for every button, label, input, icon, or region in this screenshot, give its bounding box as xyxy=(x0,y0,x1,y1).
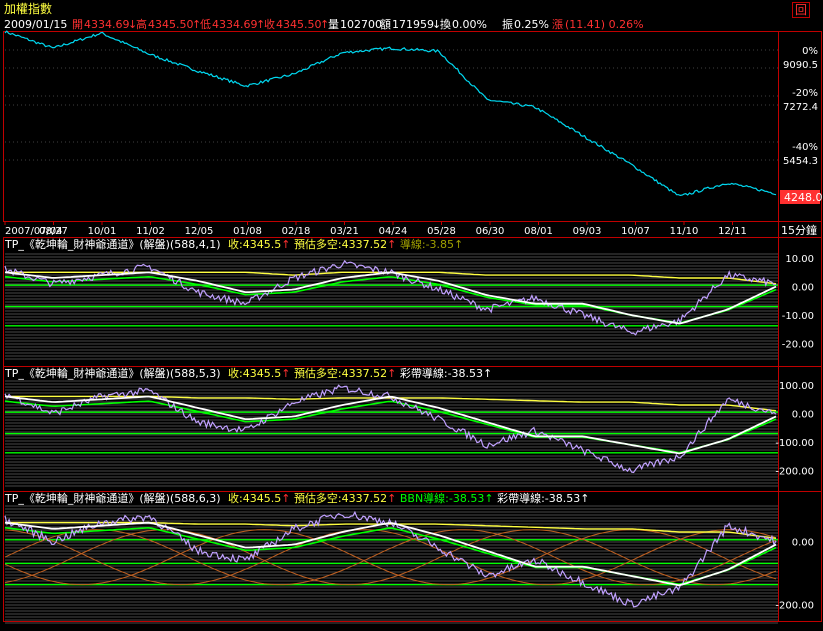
x-tick-label: 08/01 xyxy=(524,226,553,237)
white-series-line xyxy=(4,521,777,587)
indicator-y-tick-label: -10.00 xyxy=(782,311,814,322)
close-up-icon: ↑ xyxy=(320,18,329,31)
change-value: (11.41) 0.26% xyxy=(565,18,644,31)
open-label: 開 xyxy=(72,18,83,31)
purple-series-line xyxy=(4,510,777,608)
indicator-y-tick-label: 0.00 xyxy=(792,283,814,294)
high-label: 高 xyxy=(136,17,147,31)
white-series-line xyxy=(4,395,777,455)
amount-value: 171959 xyxy=(392,18,434,31)
x-tick-label: 05/28 xyxy=(427,226,456,237)
x-tick-label: 02/18 xyxy=(282,226,311,237)
quote-header: 2009/01/15 開 4334.69 ↓ 高 4345.50 ↑ 低 433… xyxy=(4,17,644,31)
volume-value: 102700 xyxy=(340,18,382,31)
x-tick-label: 08/27 xyxy=(39,226,68,237)
amplitude-value: 0.25% xyxy=(514,18,549,31)
indicator-panel-3: 0.00 -200.00 xyxy=(4,505,814,624)
volume-label: 量 xyxy=(328,18,339,31)
x-tick-label: 11/02 xyxy=(136,226,165,237)
purple-series-line xyxy=(4,259,777,336)
price-series-line xyxy=(4,30,777,197)
indicator-y-tick-label: 10.00 xyxy=(785,254,814,265)
x-tick-label: 12/05 xyxy=(185,226,214,237)
x-tick-label: 12/11 xyxy=(718,226,747,237)
x-tick-label: 09/03 xyxy=(573,226,602,237)
last-price-value: 4248.0 xyxy=(784,191,823,204)
close-label: 收 xyxy=(264,17,275,31)
indicator-2-header: TP_《乾坤輪_財神爺通道》(解盤)(588,5,3) 收:4345.5↑ 預估… xyxy=(4,366,492,380)
x-tick-label: 10/01 xyxy=(88,226,117,237)
yellow-series-line xyxy=(5,521,777,539)
high-value: 4345.50 xyxy=(148,18,194,31)
indicator-panel-1: 10.00 0.00 -10.00 -20.00 xyxy=(4,253,814,360)
amount-label: 額 xyxy=(380,18,391,31)
close-window-button[interactable]: 回 xyxy=(792,2,810,18)
price-y-tick-label: 9090.5 xyxy=(783,60,818,71)
indicator-y-tick-label: -100.00 xyxy=(775,438,814,449)
x-tick-label: 04/24 xyxy=(379,226,408,237)
indicator-y-tick-label: -200.00 xyxy=(775,467,814,478)
white-series-line xyxy=(4,271,777,325)
low-value: 4334.69 xyxy=(212,18,258,31)
open-down-icon: ↓ xyxy=(128,18,137,31)
indicator-y-tick-label: 0.00 xyxy=(792,410,814,421)
band-curve xyxy=(4,529,777,586)
price-y-axis: 0% 9090.5 -20% 7272.4 -40% 5454.3 xyxy=(783,46,818,167)
indicator-y-tick-label: -200.00 xyxy=(775,600,814,611)
x-tick-label: 10/07 xyxy=(621,226,650,237)
low-up-icon: ↑ xyxy=(256,18,265,31)
indicator-1-header: TP_《乾坤輪_財神爺通道》(解盤)(588,4,1) 收:4345.5↑ 預估… xyxy=(4,237,463,251)
high-up-icon: ↑ xyxy=(192,18,201,31)
chart-title: 加權指數 xyxy=(4,1,52,16)
amplitude-label: 振 xyxy=(502,17,513,31)
band-curve xyxy=(4,529,777,586)
price-y-tick-label: 5454.3 xyxy=(783,156,818,167)
price-y-tick-label: -40% xyxy=(792,142,818,153)
turnover-label: 換 xyxy=(440,18,451,31)
band-curve xyxy=(4,529,777,586)
x-tick-label: 06/30 xyxy=(476,226,505,237)
indicator-y-tick-label: -20.00 xyxy=(782,340,814,351)
x-tick-label: 2007/07/04 xyxy=(5,226,63,237)
band-curve xyxy=(4,529,777,586)
low-label: 低 xyxy=(200,18,211,31)
x-tick-label: 03/21 xyxy=(330,226,359,237)
quote-date: 2009/01/15 xyxy=(4,18,67,31)
price-y-tick-label: 0% xyxy=(802,46,818,57)
x-tick-label: 01/08 xyxy=(233,226,262,237)
price-y-tick-label: 7272.4 xyxy=(783,102,818,113)
turnover-value: 0.00% xyxy=(452,18,487,31)
indicator-y-tick-label: 100.00 xyxy=(779,381,814,392)
change-label: 漲 xyxy=(552,18,563,31)
price-y-tick-label: -20% xyxy=(792,88,818,99)
amount-down-icon: ↓ xyxy=(432,18,441,31)
price-grid xyxy=(5,49,778,161)
last-price-tag: 4248.0 xyxy=(780,190,823,204)
indicator-3-header: TP_《乾坤輪_財神爺通道》(解盤)(588,6,3) 收:4345.5↑ 預估… xyxy=(4,491,589,505)
close-value: 4345.50 xyxy=(276,18,322,31)
timeframe-label: 15分鐘 xyxy=(781,223,817,237)
indicator-panel-2: 100.00 0.00 -100.00 -200.00 xyxy=(4,380,814,487)
indicator-y-tick-label: 0.00 xyxy=(792,537,814,548)
x-tick-label: 11/10 xyxy=(670,226,699,237)
open-value: 4334.69 xyxy=(84,18,130,31)
